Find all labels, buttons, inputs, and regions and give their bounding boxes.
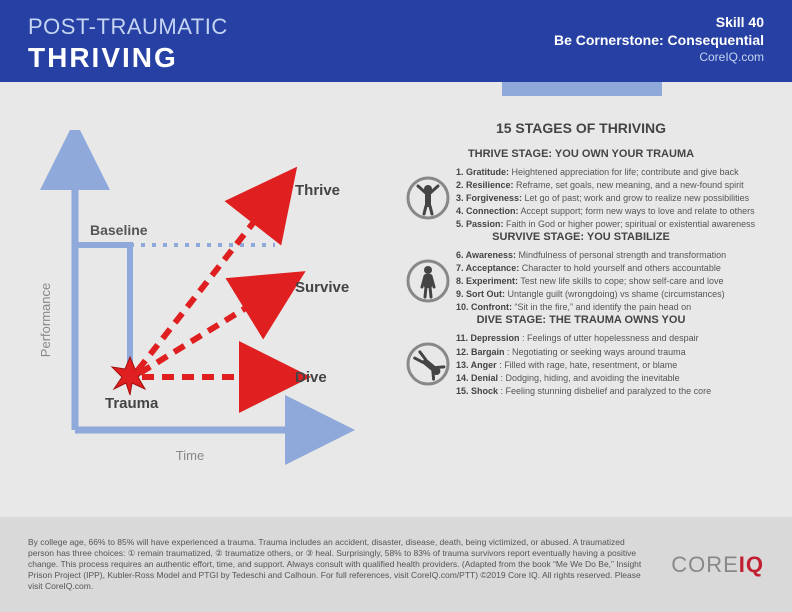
stage-item: 10. Confront: “Sit in the fire,” and ide… [456, 301, 762, 314]
stage-heading: THRIVE STAGE: YOU OWN YOUR TRAUMA [400, 148, 762, 160]
stage-item: 2. Resilience: Reframe, set goals, new m… [456, 179, 762, 192]
stage-item: 14. Denial : Dodging, hiding, and avoidi… [456, 372, 762, 385]
header-right: Skill 40 Be Cornerstone: Consequential C… [554, 14, 764, 64]
logo-core: CORE [671, 552, 739, 577]
stage-item: 1. Gratitude: Heightened appreciation fo… [456, 166, 762, 179]
footer-bar: By college age, 66% to 85% will have exp… [0, 517, 792, 612]
stage-item: 13. Anger : Filled with rage, hate, rese… [456, 359, 762, 372]
stage-heading: SURVIVE STAGE: YOU STABILIZE [400, 231, 762, 243]
performance-chart: Performance Time Baseline Trauma Thrive … [20, 130, 380, 490]
stage-heading: DIVE STAGE: THE TRAUMA OWNS YOU [400, 314, 762, 326]
stage-item: 11. Depression : Feelings of utter hopel… [456, 332, 762, 345]
stage-item: 5. Passion: Faith in God or higher power… [456, 218, 762, 231]
stage-item: 9. Sort Out: Untangle guilt (wrongdoing)… [456, 288, 762, 301]
stage-item: 8. Experiment: Test new life skills to c… [456, 275, 762, 288]
outcome-thrive-label: Thrive [295, 182, 340, 199]
stage-items: 11. Depression : Feelings of utter hopel… [456, 332, 762, 397]
footer-text: By college age, 66% to 85% will have exp… [28, 537, 671, 592]
outcome-survive-label: Survive [295, 279, 349, 296]
stage-items: 6. Awareness: Mindfulness of personal st… [456, 249, 762, 314]
y-axis-label: Performance [38, 283, 53, 357]
outcome-dive-label: Dive [295, 369, 327, 386]
baseline-label: Baseline [90, 222, 148, 238]
main-content: Performance Time Baseline Trauma Thrive … [0, 100, 792, 517]
trauma-label: Trauma [105, 395, 159, 412]
header-bar: POST-TRAUMATIC THRIVING Skill 40 Be Corn… [0, 0, 792, 82]
site-url: CoreIQ.com [554, 50, 764, 64]
stage-item: 7. Acceptance: Character to hold yoursel… [456, 262, 762, 275]
stages-main-title: 15 STAGES OF THRIVING [400, 120, 762, 136]
skill-subtitle: Be Cornerstone: Consequential [554, 32, 764, 48]
logo-iq: IQ [739, 552, 764, 577]
dive-icon [400, 332, 456, 397]
thrive-icon [400, 166, 456, 231]
survive-icon [400, 249, 456, 314]
stage-items: 1. Gratitude: Heightened appreciation fo… [456, 166, 762, 231]
coreiq-logo: COREIQ [671, 552, 764, 578]
stage-item: 3. Forgiveness: Let go of past; work and… [456, 192, 762, 205]
stages-column: 15 STAGES OF THRIVING THRIVE STAGE: YOU … [380, 100, 792, 517]
skill-number: Skill 40 [554, 14, 764, 30]
x-axis-label: Time [176, 448, 204, 463]
stage-item: 4. Connection: Accept support; form new … [456, 205, 762, 218]
stage-item: 6. Awareness: Mindfulness of personal st… [456, 249, 762, 262]
header-tab-accent [502, 82, 662, 96]
stage-item: 15. Shock : Feeling stunning disbelief a… [456, 385, 762, 398]
stage-item: 12. Bargain : Negotiating or seeking way… [456, 346, 762, 359]
